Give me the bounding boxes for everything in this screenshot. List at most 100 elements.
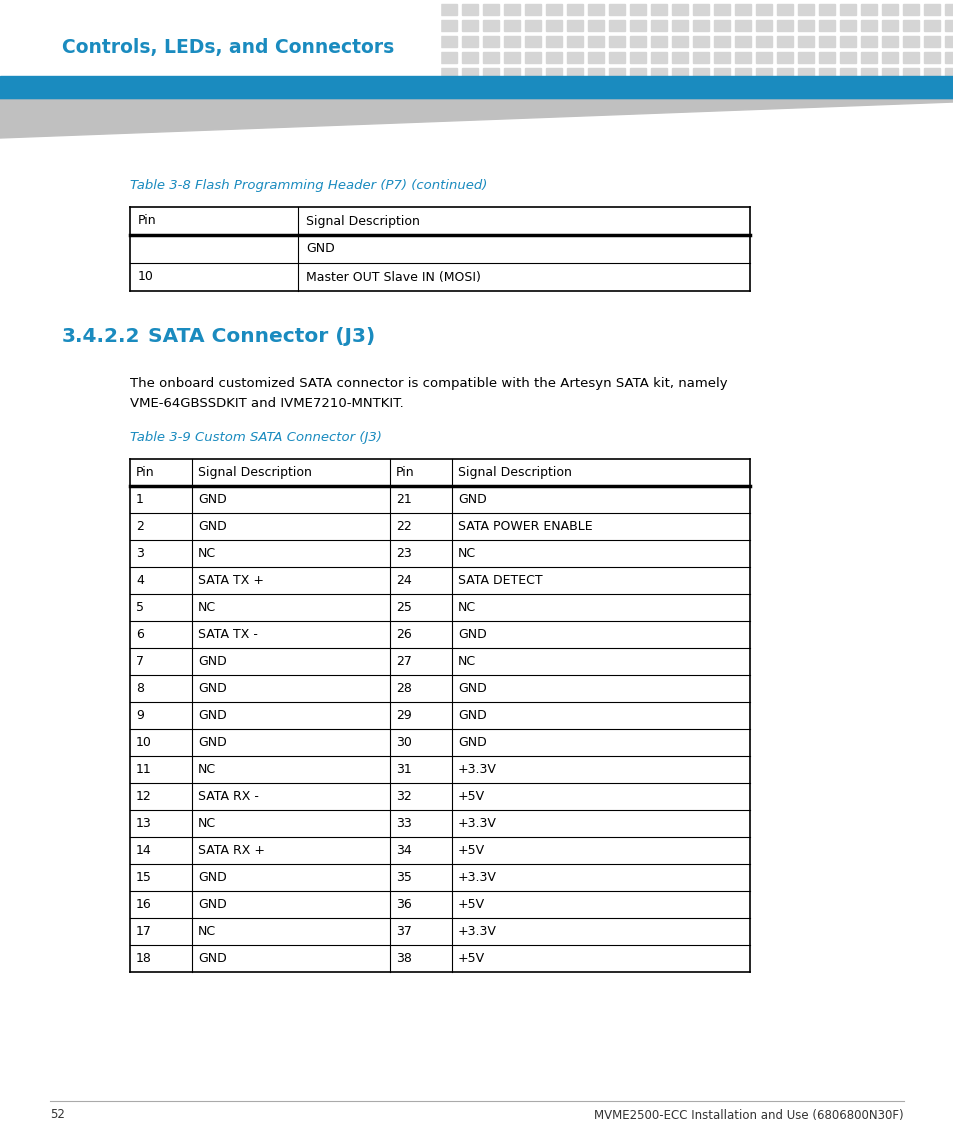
Text: Controls, LEDs, and Connectors: Controls, LEDs, and Connectors — [62, 39, 394, 57]
Bar — [608, 19, 624, 31]
Bar — [524, 3, 540, 15]
Bar — [210, 52, 226, 63]
Text: NC: NC — [198, 763, 216, 776]
Bar — [42, 68, 58, 79]
Bar — [440, 35, 456, 47]
Bar — [840, 3, 855, 15]
Bar — [840, 19, 855, 31]
Bar — [650, 19, 666, 31]
Bar — [461, 19, 477, 31]
Text: 28: 28 — [395, 682, 412, 695]
Bar — [503, 19, 519, 31]
Bar — [797, 3, 813, 15]
Bar — [776, 52, 792, 63]
Text: GND: GND — [198, 871, 227, 884]
Polygon shape — [0, 100, 953, 139]
Bar — [356, 68, 373, 79]
Text: 38: 38 — [395, 951, 412, 965]
Bar — [42, 35, 58, 47]
Bar — [545, 52, 561, 63]
Bar — [273, 19, 289, 31]
Text: 2: 2 — [136, 520, 144, 534]
Bar — [734, 35, 750, 47]
Bar — [0, 3, 16, 15]
Text: GND: GND — [198, 709, 227, 722]
Bar — [335, 19, 352, 31]
Bar — [294, 52, 310, 63]
Bar — [210, 35, 226, 47]
Bar — [126, 52, 142, 63]
Text: 10: 10 — [136, 736, 152, 749]
Text: 15: 15 — [136, 871, 152, 884]
Bar — [356, 3, 373, 15]
Bar — [335, 68, 352, 79]
Bar — [692, 68, 708, 79]
Text: Table 3-9 Custom SATA Connector (J3): Table 3-9 Custom SATA Connector (J3) — [130, 431, 381, 443]
Bar — [882, 35, 897, 47]
Bar — [294, 19, 310, 31]
Bar — [314, 52, 331, 63]
Text: 35: 35 — [395, 871, 412, 884]
Bar — [671, 35, 687, 47]
Bar — [692, 19, 708, 31]
Text: Signal Description: Signal Description — [457, 466, 571, 479]
Bar — [944, 52, 953, 63]
Bar — [231, 68, 247, 79]
Bar — [377, 35, 394, 47]
Bar — [377, 52, 394, 63]
Bar — [335, 52, 352, 63]
Bar — [902, 52, 918, 63]
Bar — [314, 19, 331, 31]
Bar — [419, 3, 436, 15]
Bar — [629, 68, 645, 79]
Bar — [587, 35, 603, 47]
Bar — [608, 35, 624, 47]
Bar — [692, 35, 708, 47]
Bar — [84, 35, 100, 47]
Text: 52: 52 — [50, 1108, 65, 1121]
Text: 30: 30 — [395, 736, 412, 749]
Bar — [861, 68, 876, 79]
Bar — [734, 19, 750, 31]
Bar — [566, 35, 582, 47]
Bar — [231, 35, 247, 47]
Text: SATA RX +: SATA RX + — [198, 844, 265, 856]
Text: 10: 10 — [138, 270, 153, 284]
Bar — [566, 52, 582, 63]
Bar — [419, 19, 436, 31]
Bar — [713, 52, 729, 63]
Bar — [335, 3, 352, 15]
Text: 33: 33 — [395, 818, 412, 830]
Bar — [776, 68, 792, 79]
Bar — [629, 19, 645, 31]
Bar — [273, 52, 289, 63]
Text: MVME2500-ECC Installation and Use (6806800N30F): MVME2500-ECC Installation and Use (68068… — [594, 1108, 903, 1121]
Bar — [713, 19, 729, 31]
Bar — [189, 3, 205, 15]
Bar — [377, 19, 394, 31]
Bar — [168, 3, 184, 15]
Bar — [21, 68, 37, 79]
Bar — [524, 68, 540, 79]
Bar — [818, 35, 834, 47]
Bar — [524, 35, 540, 47]
Text: 1: 1 — [136, 493, 144, 506]
Text: Master OUT Slave IN (MOSI): Master OUT Slave IN (MOSI) — [306, 270, 480, 284]
Bar — [503, 3, 519, 15]
Text: 4: 4 — [136, 574, 144, 587]
Bar — [84, 3, 100, 15]
Text: GND: GND — [198, 898, 227, 911]
Text: 7: 7 — [136, 655, 144, 668]
Bar — [0, 0, 439, 98]
Bar — [189, 52, 205, 63]
Bar — [923, 52, 939, 63]
Bar — [861, 35, 876, 47]
Bar — [252, 3, 268, 15]
Bar — [524, 19, 540, 31]
Bar — [776, 19, 792, 31]
Text: 5: 5 — [136, 601, 144, 614]
Text: 9: 9 — [136, 709, 144, 722]
Bar — [882, 19, 897, 31]
Text: SATA TX +: SATA TX + — [198, 574, 264, 587]
Bar — [168, 68, 184, 79]
